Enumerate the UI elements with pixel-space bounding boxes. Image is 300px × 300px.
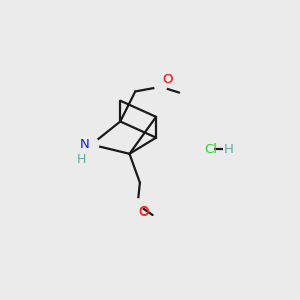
Text: N: N	[80, 138, 89, 151]
Text: H: H	[224, 143, 234, 156]
Text: O: O	[139, 206, 149, 219]
Text: O: O	[139, 205, 149, 218]
Circle shape	[84, 137, 99, 152]
Text: O: O	[162, 73, 172, 86]
Circle shape	[132, 199, 143, 210]
Circle shape	[155, 81, 167, 93]
Text: O: O	[162, 73, 172, 86]
Text: Cl: Cl	[205, 143, 218, 156]
Text: H: H	[76, 153, 86, 166]
